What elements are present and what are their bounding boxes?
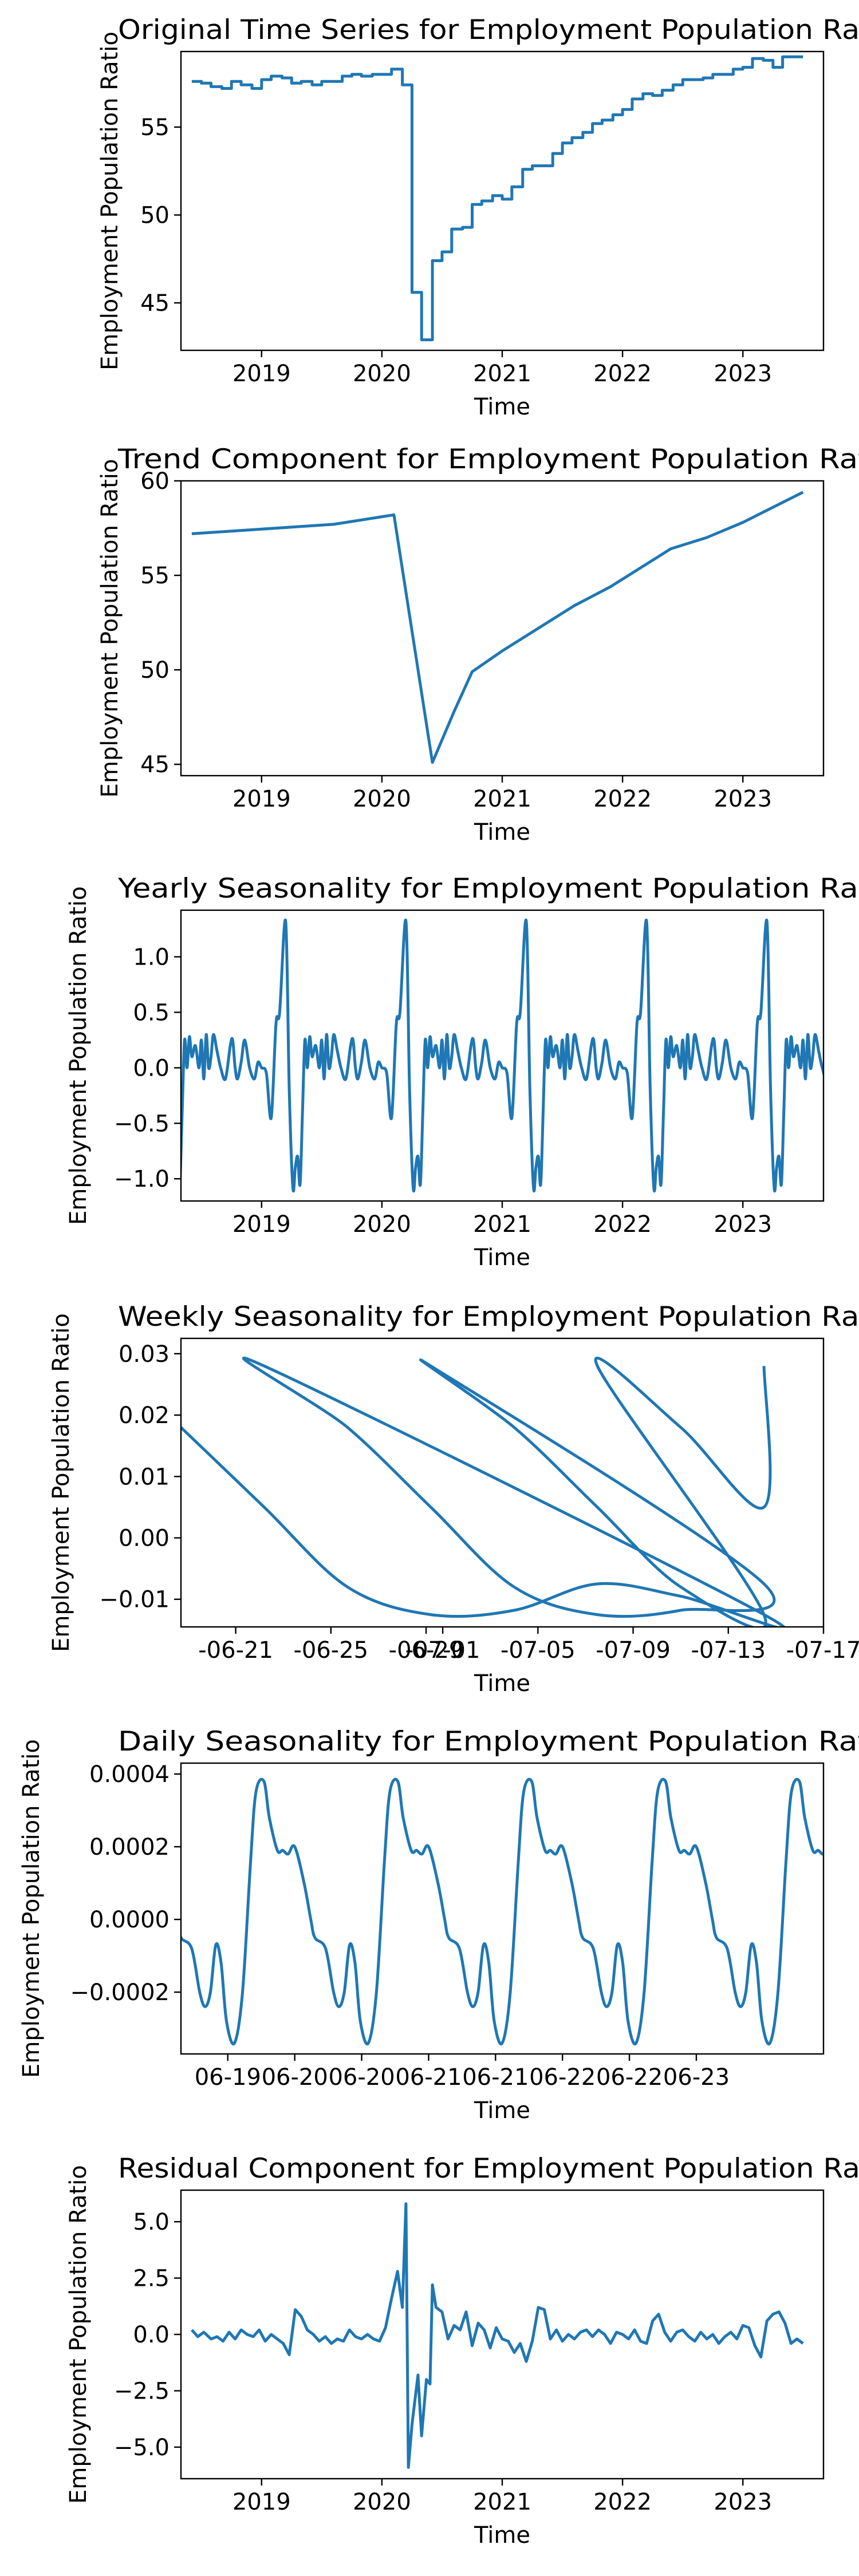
chart-panel-1: 45 50 55 2019 2020 2021 2022 2023 Original Time … bbox=[97, 14, 859, 420]
chart-title: Daily Seasonality for Employment Populat… bbox=[118, 1726, 859, 1757]
x-axis-label: Time bbox=[474, 819, 530, 846]
series-line bbox=[191, 55, 803, 342]
y-axis-label: Employment Population Ratio bbox=[97, 31, 123, 370]
y-axis-label: Employment Population Ratio bbox=[97, 459, 123, 798]
y-tick-label: 0.01 bbox=[119, 1464, 170, 1490]
x-tick-label: 2020 bbox=[353, 361, 411, 387]
chart-panel-3: −1.0 −0.5 0.0 0.5 1.0 2019 2020 2021 2022 2023 Yea… bbox=[65, 873, 859, 1271]
x-tick-label: 2021 bbox=[473, 2489, 531, 2515]
y-tick-label: 1.0 bbox=[133, 944, 170, 970]
y-tick-label: 5.0 bbox=[133, 2209, 170, 2235]
chart-title: Original Time Series for Employment Popu… bbox=[118, 14, 859, 46]
x-tick-label: 2023 bbox=[714, 1211, 772, 1238]
y-axis-label: Employment Population Ratio bbox=[65, 2165, 92, 2504]
x-tick-label: -07-13 bbox=[691, 1637, 766, 1664]
series-line bbox=[181, 1356, 786, 1627]
x-tick-label: 2019 bbox=[233, 361, 291, 387]
x-tick-label: 2022 bbox=[593, 361, 652, 387]
y-tick-label: 0.0 bbox=[133, 2322, 170, 2348]
chart-title: Weekly Seasonality for Employment Popula… bbox=[118, 1301, 859, 1333]
y-tick-label: 45 bbox=[140, 752, 170, 778]
y-tick-label: 2.5 bbox=[133, 2266, 170, 2292]
x-tick-label: -07-09 bbox=[596, 1637, 671, 1664]
y-tick-label: 0.0000 bbox=[89, 1907, 170, 1933]
series-line bbox=[191, 2202, 804, 2469]
y-tick-label: 0.03 bbox=[119, 1341, 170, 1368]
series-line bbox=[181, 1777, 823, 2046]
x-tick-label: 06-20 bbox=[328, 2064, 395, 2091]
x-tick-label: 2023 bbox=[714, 2489, 772, 2515]
x-axis-label: Time bbox=[474, 2522, 530, 2549]
x-tick-label: 2020 bbox=[353, 2489, 411, 2515]
x-tick-label: -06-21 bbox=[198, 1637, 273, 1664]
x-tick-label: -06-25 bbox=[293, 1637, 368, 1664]
x-tick-label: 2019 bbox=[233, 2489, 291, 2515]
series-line bbox=[191, 491, 804, 764]
x-tick-label: 2021 bbox=[473, 361, 531, 387]
chart-title: Yearly Seasonality for Employment Popula… bbox=[117, 873, 859, 904]
x-tick-label: 06-23 bbox=[663, 2064, 730, 2091]
axes-frame bbox=[180, 50, 825, 351]
y-tick-label: −0.0002 bbox=[70, 1980, 170, 2006]
x-tick-label: 2020 bbox=[353, 1211, 411, 1238]
x-tick-label: 2022 bbox=[593, 786, 652, 812]
axes-frame bbox=[180, 1762, 825, 2055]
x-axis-label: Time bbox=[474, 1244, 530, 1271]
x-tick-label: -06-29 bbox=[389, 1637, 464, 1664]
chart-panel-6: −5.0 −2.5 0.0 2.5 5.0 2019 2020 2021 2022 2023 Res… bbox=[65, 2153, 859, 2549]
x-tick-label: 06-22 bbox=[529, 2064, 596, 2091]
x-tick-label: 2021 bbox=[473, 786, 531, 812]
x-tick-label: 2023 bbox=[714, 361, 772, 387]
y-tick-label: 55 bbox=[140, 563, 170, 589]
x-tick-label: -07-05 bbox=[501, 1637, 576, 1664]
x-tick-label: 06-21 bbox=[462, 2064, 529, 2091]
y-tick-label: 45 bbox=[140, 290, 170, 317]
x-axis-label: Time bbox=[474, 2097, 530, 2124]
chart-panel-4: −0.010.000.010.020.03-06-21 -06-25 -06-29-… bbox=[48, 1301, 859, 1697]
y-tick-label: −0.5 bbox=[114, 1111, 170, 1137]
y-tick-label: 0.0002 bbox=[89, 1834, 170, 1860]
axes-frame bbox=[180, 1337, 825, 1628]
x-axis-label: Time bbox=[474, 394, 530, 420]
y-tick-label: 50 bbox=[140, 657, 170, 683]
y-tick-label: 0.00 bbox=[119, 1526, 170, 1552]
y-tick-label: −1.0 bbox=[114, 1166, 170, 1192]
y-tick-label: −2.5 bbox=[114, 2378, 170, 2404]
y-axis-label: Employment Population Ratio bbox=[18, 1739, 45, 2078]
x-tick-label: 2022 bbox=[593, 2489, 652, 2515]
x-tick-label: 2021 bbox=[473, 1211, 531, 1238]
x-tick-label: 06-22 bbox=[596, 2064, 663, 2091]
y-axis-label: Employment Population Ratio bbox=[65, 886, 92, 1225]
x-tick-label: 06-20 bbox=[262, 2064, 328, 2091]
chart-title: Trend Component for Employment Populatio… bbox=[117, 444, 859, 475]
x-tick-label: 2022 bbox=[593, 1211, 652, 1238]
x-axis-label: Time bbox=[474, 1670, 530, 1697]
chart-title: Residual Component for Employment Popula… bbox=[118, 2153, 859, 2184]
y-tick-label: 60 bbox=[140, 468, 170, 495]
y-tick-label: 55 bbox=[140, 114, 170, 141]
x-tick-label: -07-17 bbox=[786, 1637, 859, 1664]
axes-frame bbox=[180, 909, 825, 1202]
x-tick-label: 06-19 bbox=[195, 2064, 261, 2091]
x-tick-label: 2020 bbox=[353, 786, 411, 812]
y-tick-label: 0.5 bbox=[133, 999, 170, 1026]
x-tick-label: 2023 bbox=[714, 786, 772, 812]
y-tick-label: −0.01 bbox=[99, 1587, 170, 1613]
x-tick-label: 06-21 bbox=[395, 2064, 462, 2091]
x-tick-label: 2019 bbox=[233, 1211, 291, 1238]
chart-panel-2: 45 50 55 60 2019 2020 2021 2022 2023 Trend Compon… bbox=[97, 444, 859, 846]
x-tick-label: -07-01 bbox=[405, 1637, 480, 1664]
y-tick-label: 0.0004 bbox=[89, 1761, 170, 1788]
y-axis-label: Employment Population Ratio bbox=[48, 1313, 74, 1652]
y-tick-label: 50 bbox=[140, 203, 170, 229]
y-tick-label: 0.0 bbox=[133, 1055, 170, 1081]
axes-frame bbox=[180, 480, 825, 777]
y-tick-label: 0.02 bbox=[119, 1402, 170, 1429]
x-tick-label: 2019 bbox=[233, 786, 291, 812]
y-tick-label: −5.0 bbox=[114, 2435, 170, 2461]
series-line bbox=[181, 918, 823, 1192]
